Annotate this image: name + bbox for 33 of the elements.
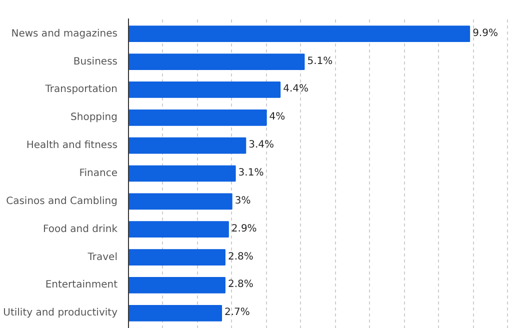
bar bbox=[128, 304, 222, 322]
data-label: 4% bbox=[269, 112, 286, 123]
y-tick-label: Shopping bbox=[70, 112, 118, 124]
data-label: 2.9% bbox=[231, 223, 257, 234]
bar bbox=[128, 137, 246, 154]
data-label: 4.4% bbox=[283, 84, 308, 95]
bar bbox=[128, 221, 229, 238]
y-tick-label: Travel bbox=[86, 252, 118, 263]
bar bbox=[128, 193, 232, 210]
data-label: 9.9% bbox=[472, 28, 498, 39]
y-tick-label: Casinos and Cambling bbox=[6, 196, 118, 207]
bar bbox=[128, 54, 305, 70]
bar bbox=[128, 165, 236, 182]
y-tick-label: Finance bbox=[79, 168, 118, 179]
bar bbox=[128, 82, 281, 98]
data-label: 2.8% bbox=[228, 279, 254, 290]
y-tick-label: Utility and productivity bbox=[3, 308, 118, 319]
bar bbox=[128, 26, 470, 42]
bar bbox=[128, 277, 226, 294]
data-label: 2.7% bbox=[224, 307, 250, 318]
data-label: 3.1% bbox=[238, 168, 264, 178]
bar bbox=[128, 109, 267, 126]
data-label: 5.1% bbox=[307, 56, 333, 67]
data-label: 3.4% bbox=[248, 140, 274, 151]
y-tick-label: Business bbox=[73, 56, 118, 68]
y-tick-label: Entertainment bbox=[45, 280, 118, 291]
bar bbox=[128, 249, 226, 266]
data-label: 3% bbox=[234, 195, 251, 206]
y-tick-label: Food and drink bbox=[42, 224, 118, 235]
y-tick-label: Transportation bbox=[44, 84, 118, 96]
y-tick-label: Health and fitness bbox=[26, 140, 118, 152]
data-label: 2.8% bbox=[228, 251, 254, 262]
y-tick-label: News and magazines bbox=[11, 28, 118, 40]
